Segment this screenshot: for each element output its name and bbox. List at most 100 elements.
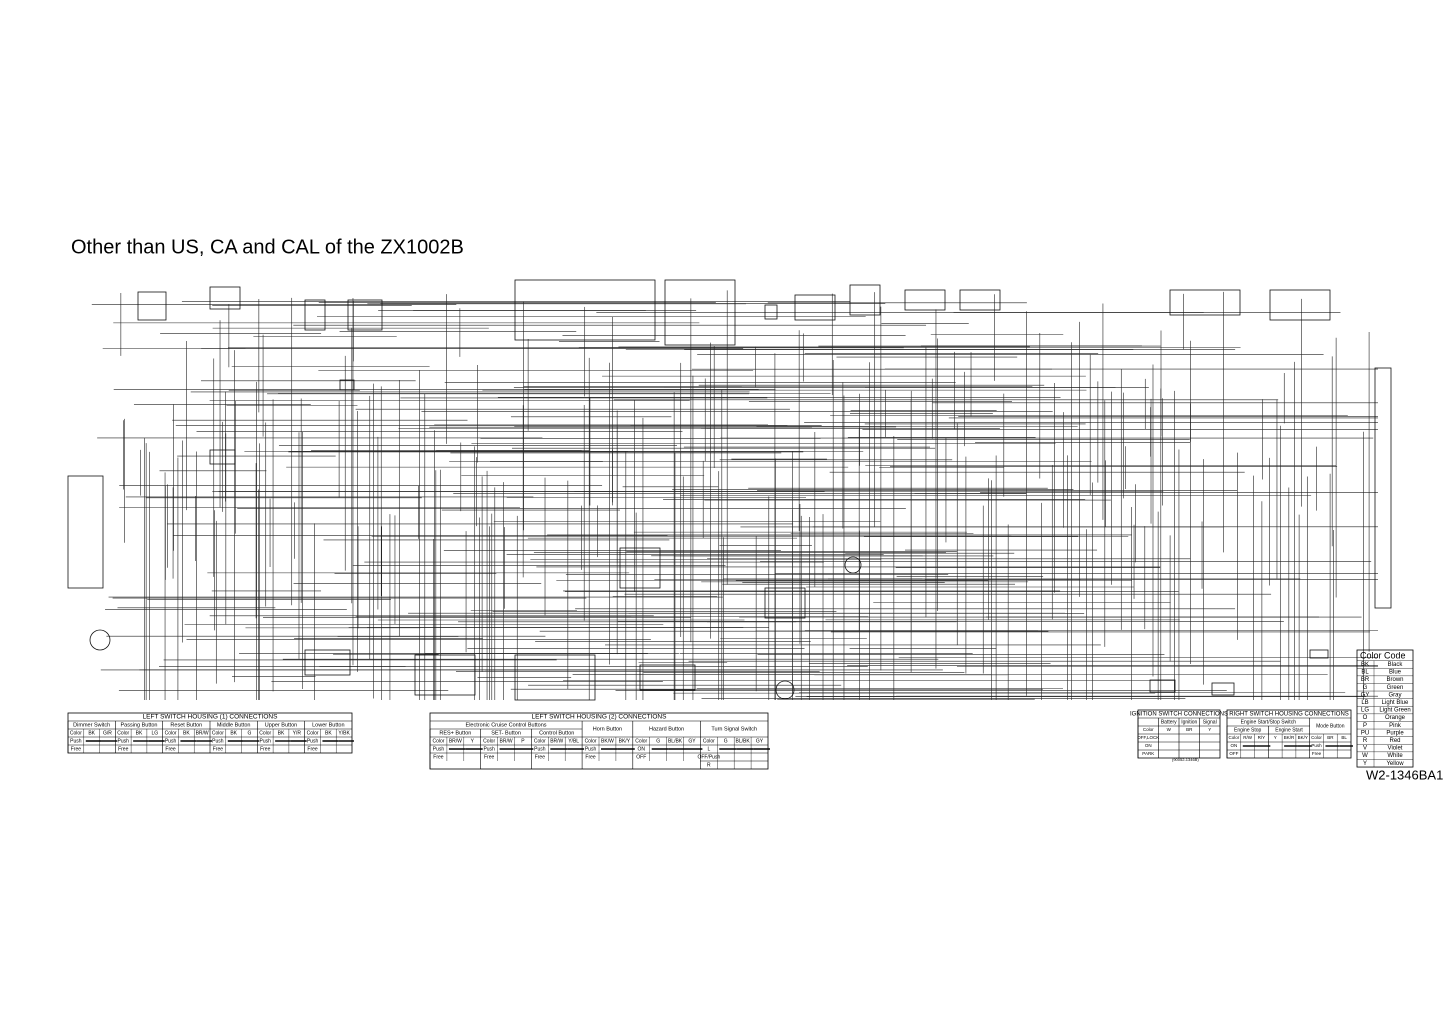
group-header: Ignition <box>1181 719 1197 725</box>
group-header: Hazard Button <box>649 726 684 732</box>
table-cell: Push <box>433 746 445 752</box>
tables: LEFT SWITCH HOUSING (1) CONNECTIONS Dimme… <box>67 649 1414 770</box>
table-cell: PARK <box>1142 751 1154 756</box>
color-abbrev: R <box>1363 738 1368 744</box>
table-cell: BL/BK <box>736 738 751 744</box>
table-cell: BR <box>1327 735 1334 740</box>
color-name: Blue <box>1389 670 1402 676</box>
table-cell: Color <box>432 738 444 744</box>
color-code-title: Color Code <box>1360 650 1406 660</box>
table-cell: Color <box>165 730 177 736</box>
table-cell: OFF,LOCK <box>1137 735 1159 740</box>
table-cell: BK/Y <box>1298 735 1308 740</box>
component <box>664 279 736 346</box>
component <box>339 379 355 391</box>
table-cell: Color <box>483 738 495 744</box>
table-cell: G/R <box>103 730 112 736</box>
group-header: Control Button <box>539 730 574 736</box>
wires <box>67 279 1392 701</box>
group-header: Reset Button <box>170 722 202 728</box>
table-cell: Color <box>212 730 224 736</box>
component <box>67 475 104 589</box>
table-cell: Color <box>635 738 647 744</box>
table-cell: BK <box>230 730 237 736</box>
color-abbrev: O <box>1363 715 1368 721</box>
component <box>959 289 1001 311</box>
color-abbrev: Y <box>1363 761 1367 767</box>
table-cell: OFF <box>1229 751 1238 756</box>
component <box>1169 289 1241 316</box>
table-title: LEFT SWITCH HOUSING (2) CONNECTIONS <box>532 714 668 721</box>
color-abbrev: LB <box>1361 700 1368 706</box>
table-cell: OFF <box>636 754 646 760</box>
table-cell: G <box>724 738 728 744</box>
table-cell: Y/BL <box>568 738 579 744</box>
color-abbrev: GY <box>1361 692 1370 698</box>
component <box>304 649 351 676</box>
table-cell: Y <box>1208 727 1211 732</box>
table-cell: BL <box>1341 735 1347 740</box>
table-cell: R <box>707 762 711 768</box>
table-cell: Push <box>1311 743 1322 748</box>
table-cell: Color <box>259 730 271 736</box>
table-cell: Free <box>71 746 82 752</box>
table-cell: Push <box>260 738 272 744</box>
table-title: RIGHT SWITCH HOUSING CONNECTIONS <box>1229 712 1349 718</box>
table-cell: BK/R <box>1284 735 1295 740</box>
table-cell: G <box>656 738 660 744</box>
component <box>89 629 111 651</box>
table-cell: W <box>1167 727 1172 732</box>
table-cell: LG <box>151 730 158 736</box>
table-cell: Free <box>484 754 495 760</box>
component <box>514 654 596 701</box>
color-abbrev: LG <box>1361 708 1369 714</box>
table-cell: BK <box>183 730 190 736</box>
component <box>639 664 696 691</box>
group-header: RES+ Button <box>439 730 471 736</box>
table-cell: Free <box>1312 751 1322 756</box>
color-abbrev: BR <box>1361 677 1370 683</box>
table-cell: Color <box>1311 735 1322 740</box>
table-cell: R/Y <box>1258 735 1266 740</box>
part-number: (90052-1346B) <box>1172 757 1199 762</box>
table-cell: Push <box>483 746 495 752</box>
section-header: Electronic Cruise Control Buttons <box>466 722 547 728</box>
group-header: Turn Signal Switch <box>711 726 757 732</box>
group-header: Battery <box>1161 719 1177 725</box>
color-name: Gray <box>1388 692 1401 698</box>
table-cell: BR/W <box>500 738 513 744</box>
component <box>347 299 383 331</box>
color-abbrev: P <box>1363 723 1367 729</box>
table-cell: Push <box>307 738 319 744</box>
table-cell: Color <box>585 738 597 744</box>
color-name: Pink <box>1389 723 1402 729</box>
group-header: Engine Stop <box>1234 727 1261 733</box>
group-header: Passing Button <box>121 722 158 728</box>
component <box>764 304 778 320</box>
group-header: Engine Start <box>1275 727 1303 733</box>
group-header: Lower Button <box>312 722 344 728</box>
table-cell: R/W <box>1243 735 1253 740</box>
table-cell: BR <box>1186 727 1193 732</box>
component <box>304 299 326 331</box>
color-code-border <box>1356 649 1414 768</box>
table-cell: Push <box>212 738 224 744</box>
table-cell: ON <box>1145 743 1152 748</box>
diagram-title: Other than US, CA and CAL of the ZX1002B <box>71 236 464 258</box>
color-name: Light Blue <box>1382 700 1409 706</box>
color-name: Light Green <box>1379 708 1410 714</box>
table-cell: Free <box>213 746 224 752</box>
table-cell: Color <box>70 730 82 736</box>
color-abbrev: V <box>1363 746 1367 752</box>
group-header: Horn Button <box>593 726 622 732</box>
component <box>209 449 236 465</box>
color-name: Violet <box>1388 746 1403 752</box>
table-cell: Y/BK <box>338 730 350 736</box>
table-cell: Free <box>118 746 129 752</box>
color-name: Brown <box>1386 677 1403 683</box>
component <box>414 654 476 696</box>
color-name: White <box>1387 753 1403 759</box>
color-name: Black <box>1388 662 1404 668</box>
